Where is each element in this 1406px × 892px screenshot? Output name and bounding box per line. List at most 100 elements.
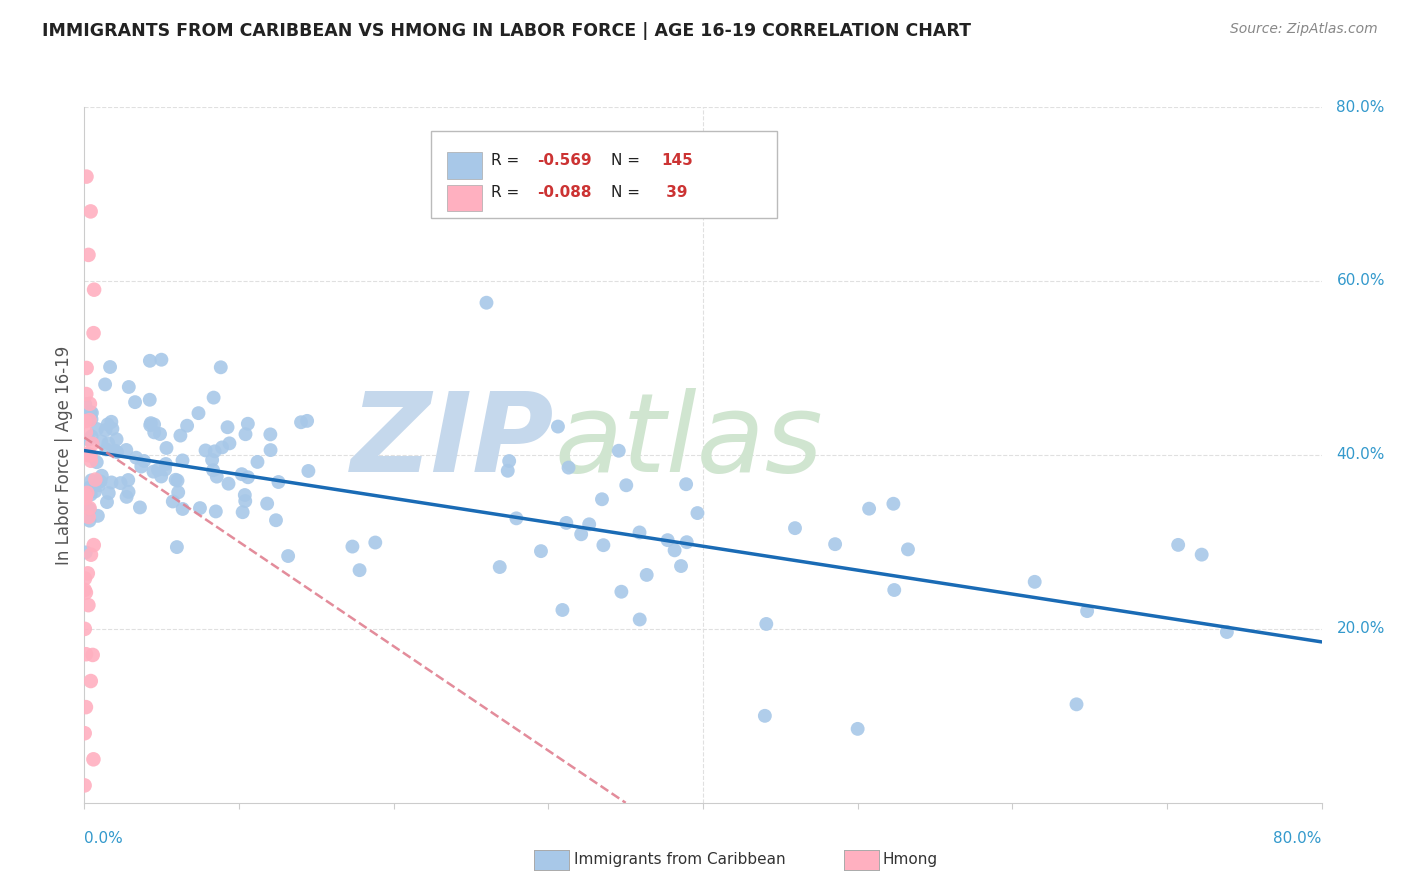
Point xyxy=(73,622,96,636)
Point xyxy=(155,441,177,455)
Point xyxy=(143,417,166,432)
Point xyxy=(104,443,127,458)
Point xyxy=(176,418,198,433)
Text: 60.0%: 60.0% xyxy=(1337,274,1385,288)
Point xyxy=(77,447,100,461)
Point xyxy=(142,465,165,479)
Point xyxy=(100,475,122,490)
Text: -0.088: -0.088 xyxy=(537,186,592,201)
Point xyxy=(628,525,651,540)
Point xyxy=(139,392,162,407)
Point xyxy=(166,540,188,554)
Point xyxy=(231,467,253,482)
Point xyxy=(94,377,117,392)
Point xyxy=(97,486,120,500)
Text: N =: N = xyxy=(612,153,641,168)
Text: ZIP: ZIP xyxy=(352,387,554,494)
Point xyxy=(246,455,269,469)
Point xyxy=(75,491,97,506)
Point xyxy=(82,648,104,662)
Point xyxy=(84,473,107,487)
Text: R =: R = xyxy=(492,186,520,201)
Point xyxy=(90,434,112,449)
Text: Immigrants from Caribbean: Immigrants from Caribbean xyxy=(574,853,786,867)
Point xyxy=(1066,698,1088,712)
Point xyxy=(259,443,281,458)
Point xyxy=(155,457,177,471)
FancyBboxPatch shape xyxy=(430,131,778,219)
Point xyxy=(614,478,637,492)
Point xyxy=(201,453,224,467)
Point xyxy=(73,582,96,597)
Point xyxy=(75,489,97,503)
Point xyxy=(591,492,613,507)
Point xyxy=(83,538,105,552)
Point xyxy=(675,535,697,549)
Point xyxy=(496,464,519,478)
Point xyxy=(686,506,709,520)
Point xyxy=(205,469,228,483)
Point xyxy=(105,445,128,459)
Point xyxy=(882,497,904,511)
Point xyxy=(80,406,103,420)
Point xyxy=(124,395,146,409)
Point xyxy=(139,418,162,433)
Point xyxy=(75,387,97,401)
Point xyxy=(211,441,233,455)
Text: 145: 145 xyxy=(661,153,693,168)
Point xyxy=(97,417,120,432)
Point xyxy=(101,422,124,436)
Point xyxy=(96,495,118,509)
Point xyxy=(76,447,98,461)
Point xyxy=(77,448,100,462)
Point xyxy=(267,475,290,489)
Point xyxy=(153,462,176,476)
Point xyxy=(233,488,256,502)
Point xyxy=(162,494,184,508)
Y-axis label: In Labor Force | Age 16-19: In Labor Force | Age 16-19 xyxy=(55,345,73,565)
Point xyxy=(530,544,553,558)
Point xyxy=(75,585,97,599)
Text: atlas: atlas xyxy=(554,387,823,494)
Text: 80.0%: 80.0% xyxy=(1274,830,1322,846)
Point xyxy=(342,540,364,554)
Point xyxy=(77,598,100,612)
Point xyxy=(754,708,776,723)
Point xyxy=(172,502,194,516)
Point xyxy=(73,571,96,585)
Point xyxy=(202,391,225,405)
Point xyxy=(76,169,98,184)
Point xyxy=(846,722,869,736)
Point xyxy=(897,542,920,557)
Point xyxy=(73,483,96,498)
Point xyxy=(475,295,498,310)
Point xyxy=(150,352,173,367)
Point xyxy=(209,360,232,375)
Point xyxy=(172,453,194,467)
Point xyxy=(73,487,96,501)
Point xyxy=(80,473,103,487)
Point xyxy=(569,527,592,541)
Point xyxy=(146,463,169,477)
Point xyxy=(98,359,121,374)
Point xyxy=(169,428,191,442)
Point xyxy=(755,617,778,632)
Text: 40.0%: 40.0% xyxy=(1337,448,1385,462)
Point xyxy=(675,477,697,491)
Point xyxy=(636,568,658,582)
Point xyxy=(80,454,103,468)
Point xyxy=(118,380,141,394)
Point xyxy=(167,485,190,500)
Point xyxy=(188,501,211,516)
Point xyxy=(235,427,257,442)
Point xyxy=(79,501,101,516)
Point xyxy=(117,473,139,487)
Point xyxy=(233,494,256,508)
Point xyxy=(76,486,98,500)
Point xyxy=(824,537,846,551)
Text: 0.0%: 0.0% xyxy=(84,830,124,846)
Point xyxy=(132,454,155,468)
Point xyxy=(264,513,287,527)
Point xyxy=(557,460,579,475)
Point xyxy=(80,412,103,426)
